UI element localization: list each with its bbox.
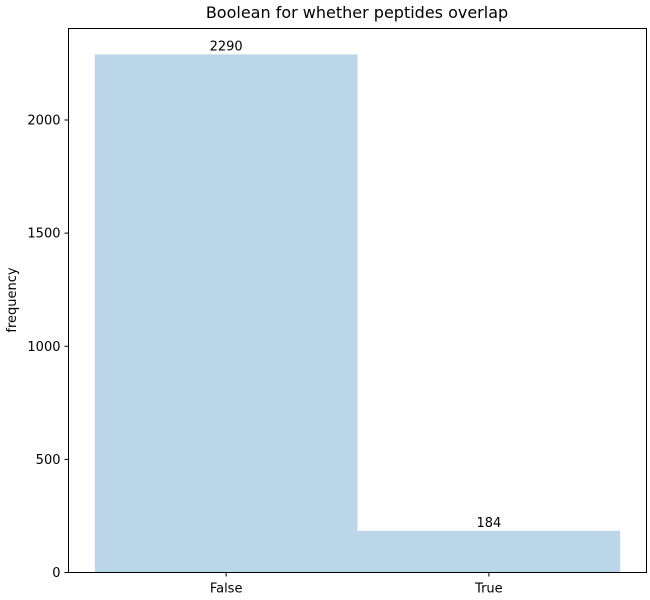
data-label-true: 184 [476,516,501,531]
y-axis-ticks: 0 500 1000 1500 2000 [27,114,69,581]
x-axis-ticks: False True [210,572,503,597]
data-labels-group: 2290 184 [210,39,502,530]
y-tick-label: 1500 [27,227,60,242]
chart-title: Boolean for whether peptides overlap [206,3,508,22]
bar-true [357,530,621,573]
y-tick-label: 1000 [27,340,60,355]
data-label-false: 2290 [210,39,243,54]
x-tick-label: True [474,582,503,597]
y-axis-label: frequency [5,267,20,333]
bar-false [94,54,358,573]
y-tick-label: 0 [52,566,60,581]
plot-area-frame [68,28,647,573]
bars-group [94,54,621,573]
x-tick-label: False [210,582,243,597]
y-tick-label: 2000 [27,114,60,129]
y-tick-label: 500 [36,453,61,468]
